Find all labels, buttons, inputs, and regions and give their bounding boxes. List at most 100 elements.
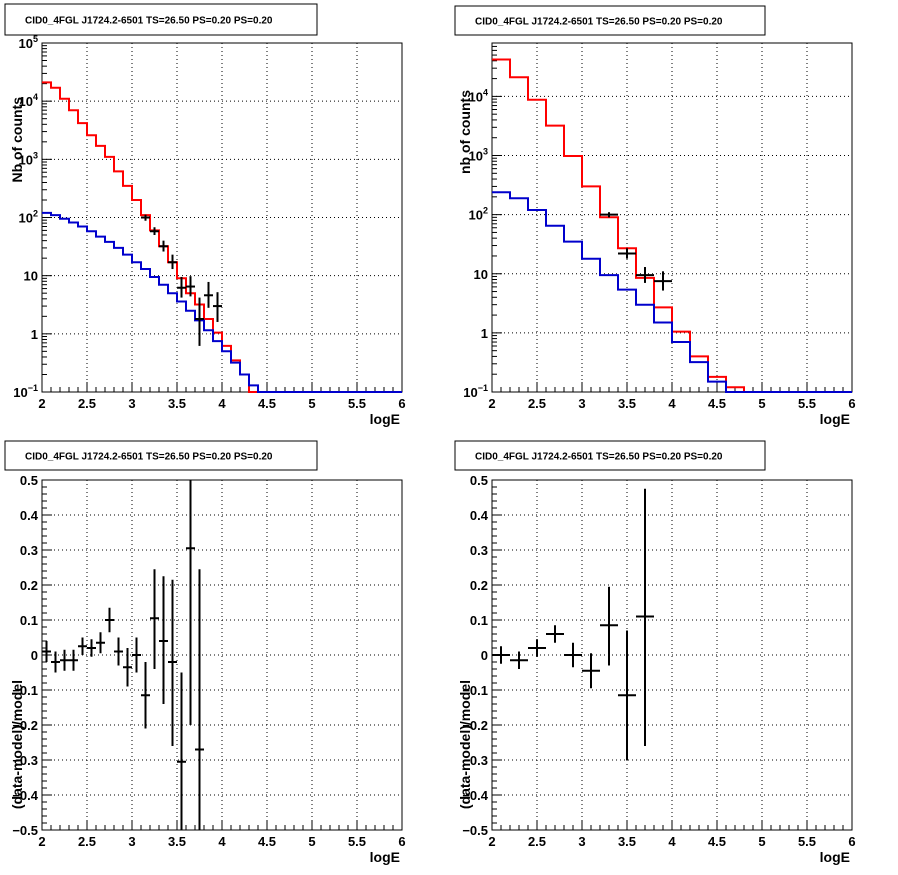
data-point — [618, 248, 636, 259]
x-tick-label: 2 — [38, 396, 45, 411]
x-tick-label: 5.5 — [348, 834, 366, 849]
x-tick-label: 6 — [848, 396, 855, 411]
y-tick-label: 104 — [19, 92, 38, 109]
y-tick-label: 0.4 — [470, 508, 489, 523]
x-tick-label: 3.5 — [618, 834, 636, 849]
y-tick-label: 10−1 — [13, 383, 38, 400]
x-tick-label: 6 — [398, 396, 405, 411]
x-tick-label: 5.5 — [798, 834, 816, 849]
x-tick-label: 4 — [668, 396, 676, 411]
data-point — [114, 637, 123, 666]
data-point — [69, 649, 78, 671]
x-tick-label: 3 — [128, 396, 135, 411]
x-tick-label: 3.5 — [168, 834, 186, 849]
y-tick-label: 102 — [469, 206, 488, 223]
y-tick-label: 10 — [474, 267, 488, 282]
data-point — [618, 630, 636, 760]
x-tick-label: 4 — [218, 834, 226, 849]
x-axis-title: logE — [820, 849, 850, 865]
x-tick-label: 5 — [308, 834, 315, 849]
y-tick-label: 0.5 — [470, 473, 488, 488]
y-tick-label: −0.2 — [462, 718, 488, 733]
data-point — [636, 267, 654, 283]
x-tick-label: 3.5 — [618, 396, 636, 411]
y-axis-title: nb of counts — [457, 90, 473, 174]
x-axis-title: logE — [370, 849, 400, 865]
x-tick-label: 2.5 — [78, 396, 96, 411]
chart-panel-2: CID0_4FGL J1724.2-6501 TS=26.50 PS=0.20 … — [454, 5, 856, 427]
y-tick-label: −0.4 — [12, 788, 38, 803]
chart-title-box — [454, 5, 766, 36]
chart-title-box — [454, 440, 766, 471]
data-point — [87, 639, 96, 657]
data-point — [105, 607, 114, 633]
series-component-line — [492, 191, 852, 393]
data-point — [141, 214, 150, 221]
data-point — [177, 672, 186, 830]
x-tick-label: 5 — [758, 834, 765, 849]
data-point — [78, 637, 87, 655]
data-point — [582, 653, 600, 689]
y-tick-label: 0.3 — [20, 543, 38, 558]
x-tick-label: 3.5 — [168, 396, 186, 411]
x-tick-label: 4.5 — [708, 396, 726, 411]
x-tick-label: 5 — [758, 396, 765, 411]
data-point — [159, 576, 168, 704]
y-tick-label: −0.5 — [462, 823, 488, 838]
y-tick-label: 104 — [469, 87, 488, 104]
data-point — [168, 579, 177, 746]
chart-title: CID0_4FGL J1724.2-6501 TS=26.50 PS=0.20 … — [25, 452, 273, 463]
x-tick-label: 4.5 — [258, 834, 276, 849]
y-tick-label: −0.3 — [462, 753, 488, 768]
chart-title: CID0_4FGL J1724.2-6501 TS=26.50 PS=0.20 … — [25, 16, 273, 27]
y-axis-title: (data-model)/model — [457, 680, 473, 809]
y-tick-label: 0.5 — [20, 473, 38, 488]
y-tick-label: 0.3 — [470, 543, 488, 558]
x-tick-label: 4.5 — [258, 396, 276, 411]
chart-title: CID0_4FGL J1724.2-6501 TS=26.50 PS=0.20 … — [475, 17, 723, 28]
chart-title-box — [4, 440, 318, 471]
data-point — [492, 646, 510, 664]
x-tick-label: 2 — [38, 834, 45, 849]
y-tick-label: 0.2 — [20, 578, 38, 593]
y-tick-label: 1 — [481, 326, 488, 341]
x-axis-title: logE — [820, 411, 850, 427]
data-point — [213, 292, 222, 322]
y-tick-label: −0.1 — [12, 683, 38, 698]
chart-title: CID0_4FGL J1724.2-6501 TS=26.50 PS=0.20 … — [475, 452, 723, 463]
x-tick-label: 4 — [668, 834, 676, 849]
y-tick-label: 0 — [31, 648, 38, 663]
data-point — [546, 625, 564, 643]
data-point — [150, 569, 159, 669]
x-axis-title: logE — [370, 411, 400, 427]
data-point — [168, 254, 177, 270]
data-point — [186, 276, 195, 297]
data-point — [60, 649, 69, 671]
y-tick-label: 0.1 — [20, 613, 38, 628]
chart-panel-3: CID0_4FGL J1724.2-6501 TS=26.50 PS=0.20 … — [4, 440, 406, 865]
x-tick-label: 4 — [218, 396, 226, 411]
x-tick-label: 2 — [488, 834, 495, 849]
data-point — [132, 637, 141, 673]
y-tick-label: −0.5 — [12, 823, 38, 838]
data-point — [654, 271, 672, 291]
y-tick-label: −0.4 — [462, 788, 488, 803]
y-tick-label: 0.2 — [470, 578, 488, 593]
y-tick-label: 0.1 — [470, 613, 488, 628]
x-tick-label: 2.5 — [528, 834, 546, 849]
chart-title-box — [4, 3, 318, 36]
x-tick-label: 6 — [848, 834, 855, 849]
y-tick-label: −0.1 — [462, 683, 488, 698]
data-point — [564, 642, 582, 668]
y-axis-title: (data-model)/model — [9, 680, 25, 809]
data-point — [636, 488, 654, 746]
data-point — [600, 212, 618, 218]
y-tick-label: 102 — [19, 209, 38, 226]
data-point — [96, 632, 105, 654]
data-point — [177, 276, 186, 298]
chart-panel-1: CID0_4FGL J1724.2-6501 TS=26.50 PS=0.20 … — [4, 3, 406, 427]
y-tick-label: 103 — [469, 147, 488, 164]
data-point — [186, 480, 195, 725]
data-point — [510, 651, 528, 669]
